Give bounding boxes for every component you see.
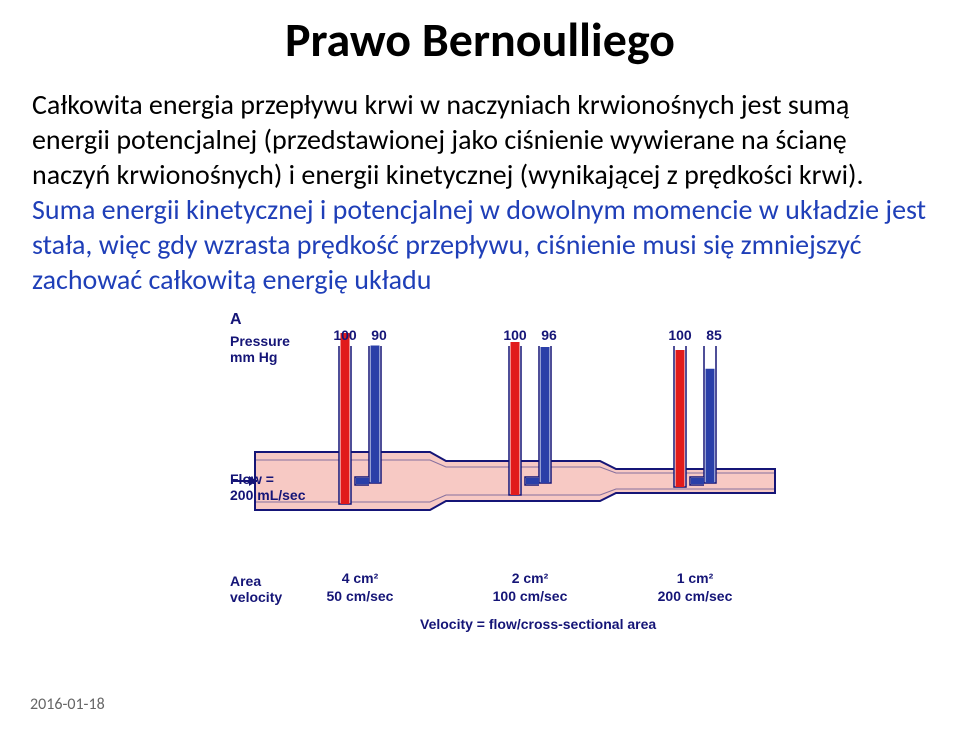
panel-label: A	[230, 311, 242, 329]
pressure-label-1: Pressure	[230, 333, 290, 349]
bernoulli-diagram: 100 90 4 cm² 50 cm/sec 100 96 2 cm² 100 cm/sec 1…	[160, 311, 800, 641]
pressure-label-2: mm Hg	[230, 349, 277, 365]
svg-text:50 cm/sec: 50 cm/sec	[327, 588, 394, 604]
svg-text:100: 100	[333, 327, 357, 343]
svg-text:1 cm²: 1 cm²	[677, 570, 714, 586]
velocity-equation: Velocity = flow/cross-sectional area	[420, 616, 656, 632]
svg-text:100 cm/sec: 100 cm/sec	[493, 588, 568, 604]
flow-label-1: Flow =	[230, 471, 274, 487]
svg-text:200 cm/sec: 200 cm/sec	[658, 588, 733, 604]
body-paragraph: Całkowita energia przepływu krwi w naczy…	[32, 87, 928, 297]
area-label-2: velocity	[230, 589, 282, 605]
body-text-blue: Suma energii kinetycznej i potencjalnej …	[32, 192, 926, 297]
svg-text:100: 100	[668, 327, 692, 343]
flow-label-2: 200 mL/sec	[230, 487, 306, 503]
page-title: Prawo Bernoulliego	[30, 10, 930, 69]
svg-text:2 cm²: 2 cm²	[512, 570, 549, 586]
slide-date: 2016-01-18	[30, 695, 105, 714]
svg-text:96: 96	[541, 327, 557, 343]
area-label-1: Area	[230, 573, 261, 589]
svg-text:85: 85	[706, 327, 722, 343]
svg-text:90: 90	[371, 327, 387, 343]
svg-text:100: 100	[503, 327, 527, 343]
body-text-black: Całkowita energia przepływu krwi w naczy…	[32, 87, 864, 192]
svg-text:4 cm²: 4 cm²	[342, 570, 379, 586]
